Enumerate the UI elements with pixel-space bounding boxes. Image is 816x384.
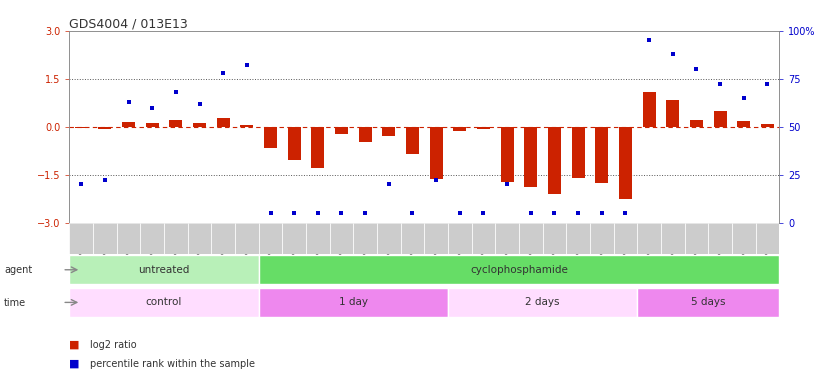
Bar [637,223,661,254]
Bar [306,223,330,254]
Text: ■: ■ [69,340,80,350]
Bar [619,127,632,199]
Bar [761,124,774,127]
Text: 5 days: 5 days [691,297,725,308]
Text: GDS4004 / 013E13: GDS4004 / 013E13 [69,17,188,30]
Bar [259,288,448,317]
Bar [448,223,472,254]
Bar [690,120,703,127]
Bar [424,223,448,254]
Bar [99,127,111,129]
Bar [738,121,750,127]
Bar [193,122,206,127]
Bar [732,223,756,254]
Bar [259,223,282,254]
Bar [69,223,93,254]
Bar [282,223,306,254]
Bar [335,127,348,134]
Bar [122,122,135,127]
Bar [69,255,259,284]
Bar [330,223,353,254]
Bar [164,223,188,254]
Text: 1 day: 1 day [339,297,368,308]
Text: percentile rank within the sample: percentile rank within the sample [90,359,255,369]
Bar [211,223,235,254]
Bar [714,111,726,127]
Bar [525,127,537,187]
Bar [495,223,519,254]
Bar [146,123,158,127]
Bar [117,223,140,254]
Bar [643,91,655,127]
Bar [756,223,779,254]
Bar [637,288,779,317]
Bar [75,127,87,128]
Bar [454,127,466,131]
Text: untreated: untreated [139,265,189,275]
Bar [264,127,277,147]
Bar [383,127,395,136]
Bar [566,223,590,254]
Bar [140,223,164,254]
Bar [477,127,490,129]
Bar [472,223,495,254]
Text: cyclophosphamide: cyclophosphamide [470,265,568,275]
Bar [448,288,637,317]
Bar [377,223,401,254]
Bar [661,223,685,254]
Bar [519,223,543,254]
Bar [359,127,371,142]
Bar [241,126,253,127]
Bar [93,223,117,254]
Bar [217,118,229,127]
Bar [312,127,324,168]
Text: log2 ratio: log2 ratio [90,340,136,350]
Bar [259,255,779,284]
Bar [430,127,442,179]
Bar [708,223,732,254]
Text: ■: ■ [69,359,80,369]
Bar [188,223,211,254]
Bar [406,127,419,154]
Text: time: time [4,298,26,308]
Bar [353,223,377,254]
Text: control: control [146,297,182,308]
Bar [614,223,637,254]
Bar [572,127,584,178]
Bar [401,223,424,254]
Bar [596,127,608,183]
Bar [685,223,708,254]
Bar [667,101,679,127]
Bar [548,127,561,194]
Bar [590,223,614,254]
Bar [543,223,566,254]
Bar [501,127,513,182]
Text: agent: agent [4,265,33,275]
Text: 2 days: 2 days [526,297,560,308]
Bar [288,127,300,161]
Bar [235,223,259,254]
Bar [170,120,182,127]
Bar [69,288,259,317]
